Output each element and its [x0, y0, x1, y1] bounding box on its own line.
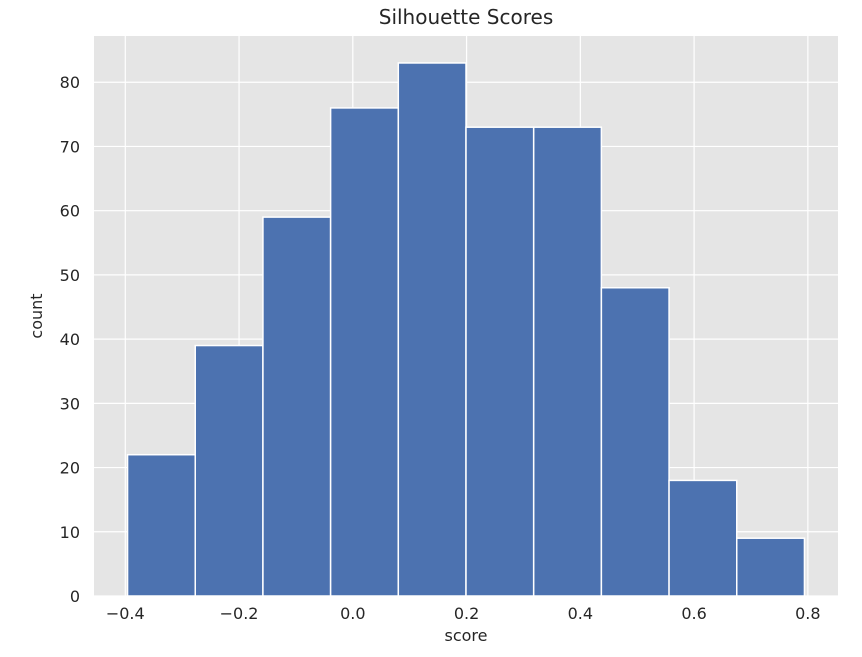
x-tick-label: 0.8 — [795, 604, 820, 623]
x-tick-label: −0.4 — [106, 604, 145, 623]
x-tick-label: −0.2 — [220, 604, 259, 623]
y-tick-label: 0 — [70, 587, 80, 606]
y-tick-label: 50 — [60, 266, 80, 285]
x-tick-label: 0.0 — [340, 604, 365, 623]
y-tick-label: 70 — [60, 137, 80, 156]
y-tick-label: 30 — [60, 394, 80, 413]
histogram-bar — [600, 286, 670, 597]
histogram-bar — [532, 126, 603, 597]
histogram-bar — [397, 62, 467, 597]
bars — [126, 62, 806, 597]
histogram-bar — [465, 126, 535, 597]
histogram-bar — [668, 479, 738, 597]
y-tick-labels: 0 10 20 30 40 50 60 70 80 — [60, 73, 80, 606]
histogram-bar — [194, 344, 264, 597]
y-tick-label: 10 — [60, 523, 80, 542]
chart-title: Silhouette Scores — [379, 5, 553, 29]
x-tick-label: 0.6 — [681, 604, 706, 623]
y-tick-label: 40 — [60, 330, 80, 349]
histogram-bar — [126, 453, 196, 597]
x-tick-label: 0.2 — [454, 604, 479, 623]
y-tick-label: 60 — [60, 202, 80, 221]
histogram-bar — [262, 216, 332, 597]
histogram-bar — [329, 107, 400, 597]
histogram-bar — [736, 537, 806, 597]
x-tick-labels: −0.4 −0.2 0.0 0.2 0.4 0.6 0.8 — [106, 604, 821, 623]
x-axis-label: score — [445, 626, 488, 645]
y-tick-label: 80 — [60, 73, 80, 92]
x-tick-label: 0.4 — [568, 604, 593, 623]
y-tick-label: 20 — [60, 459, 80, 478]
y-axis-label: count — [27, 293, 46, 338]
